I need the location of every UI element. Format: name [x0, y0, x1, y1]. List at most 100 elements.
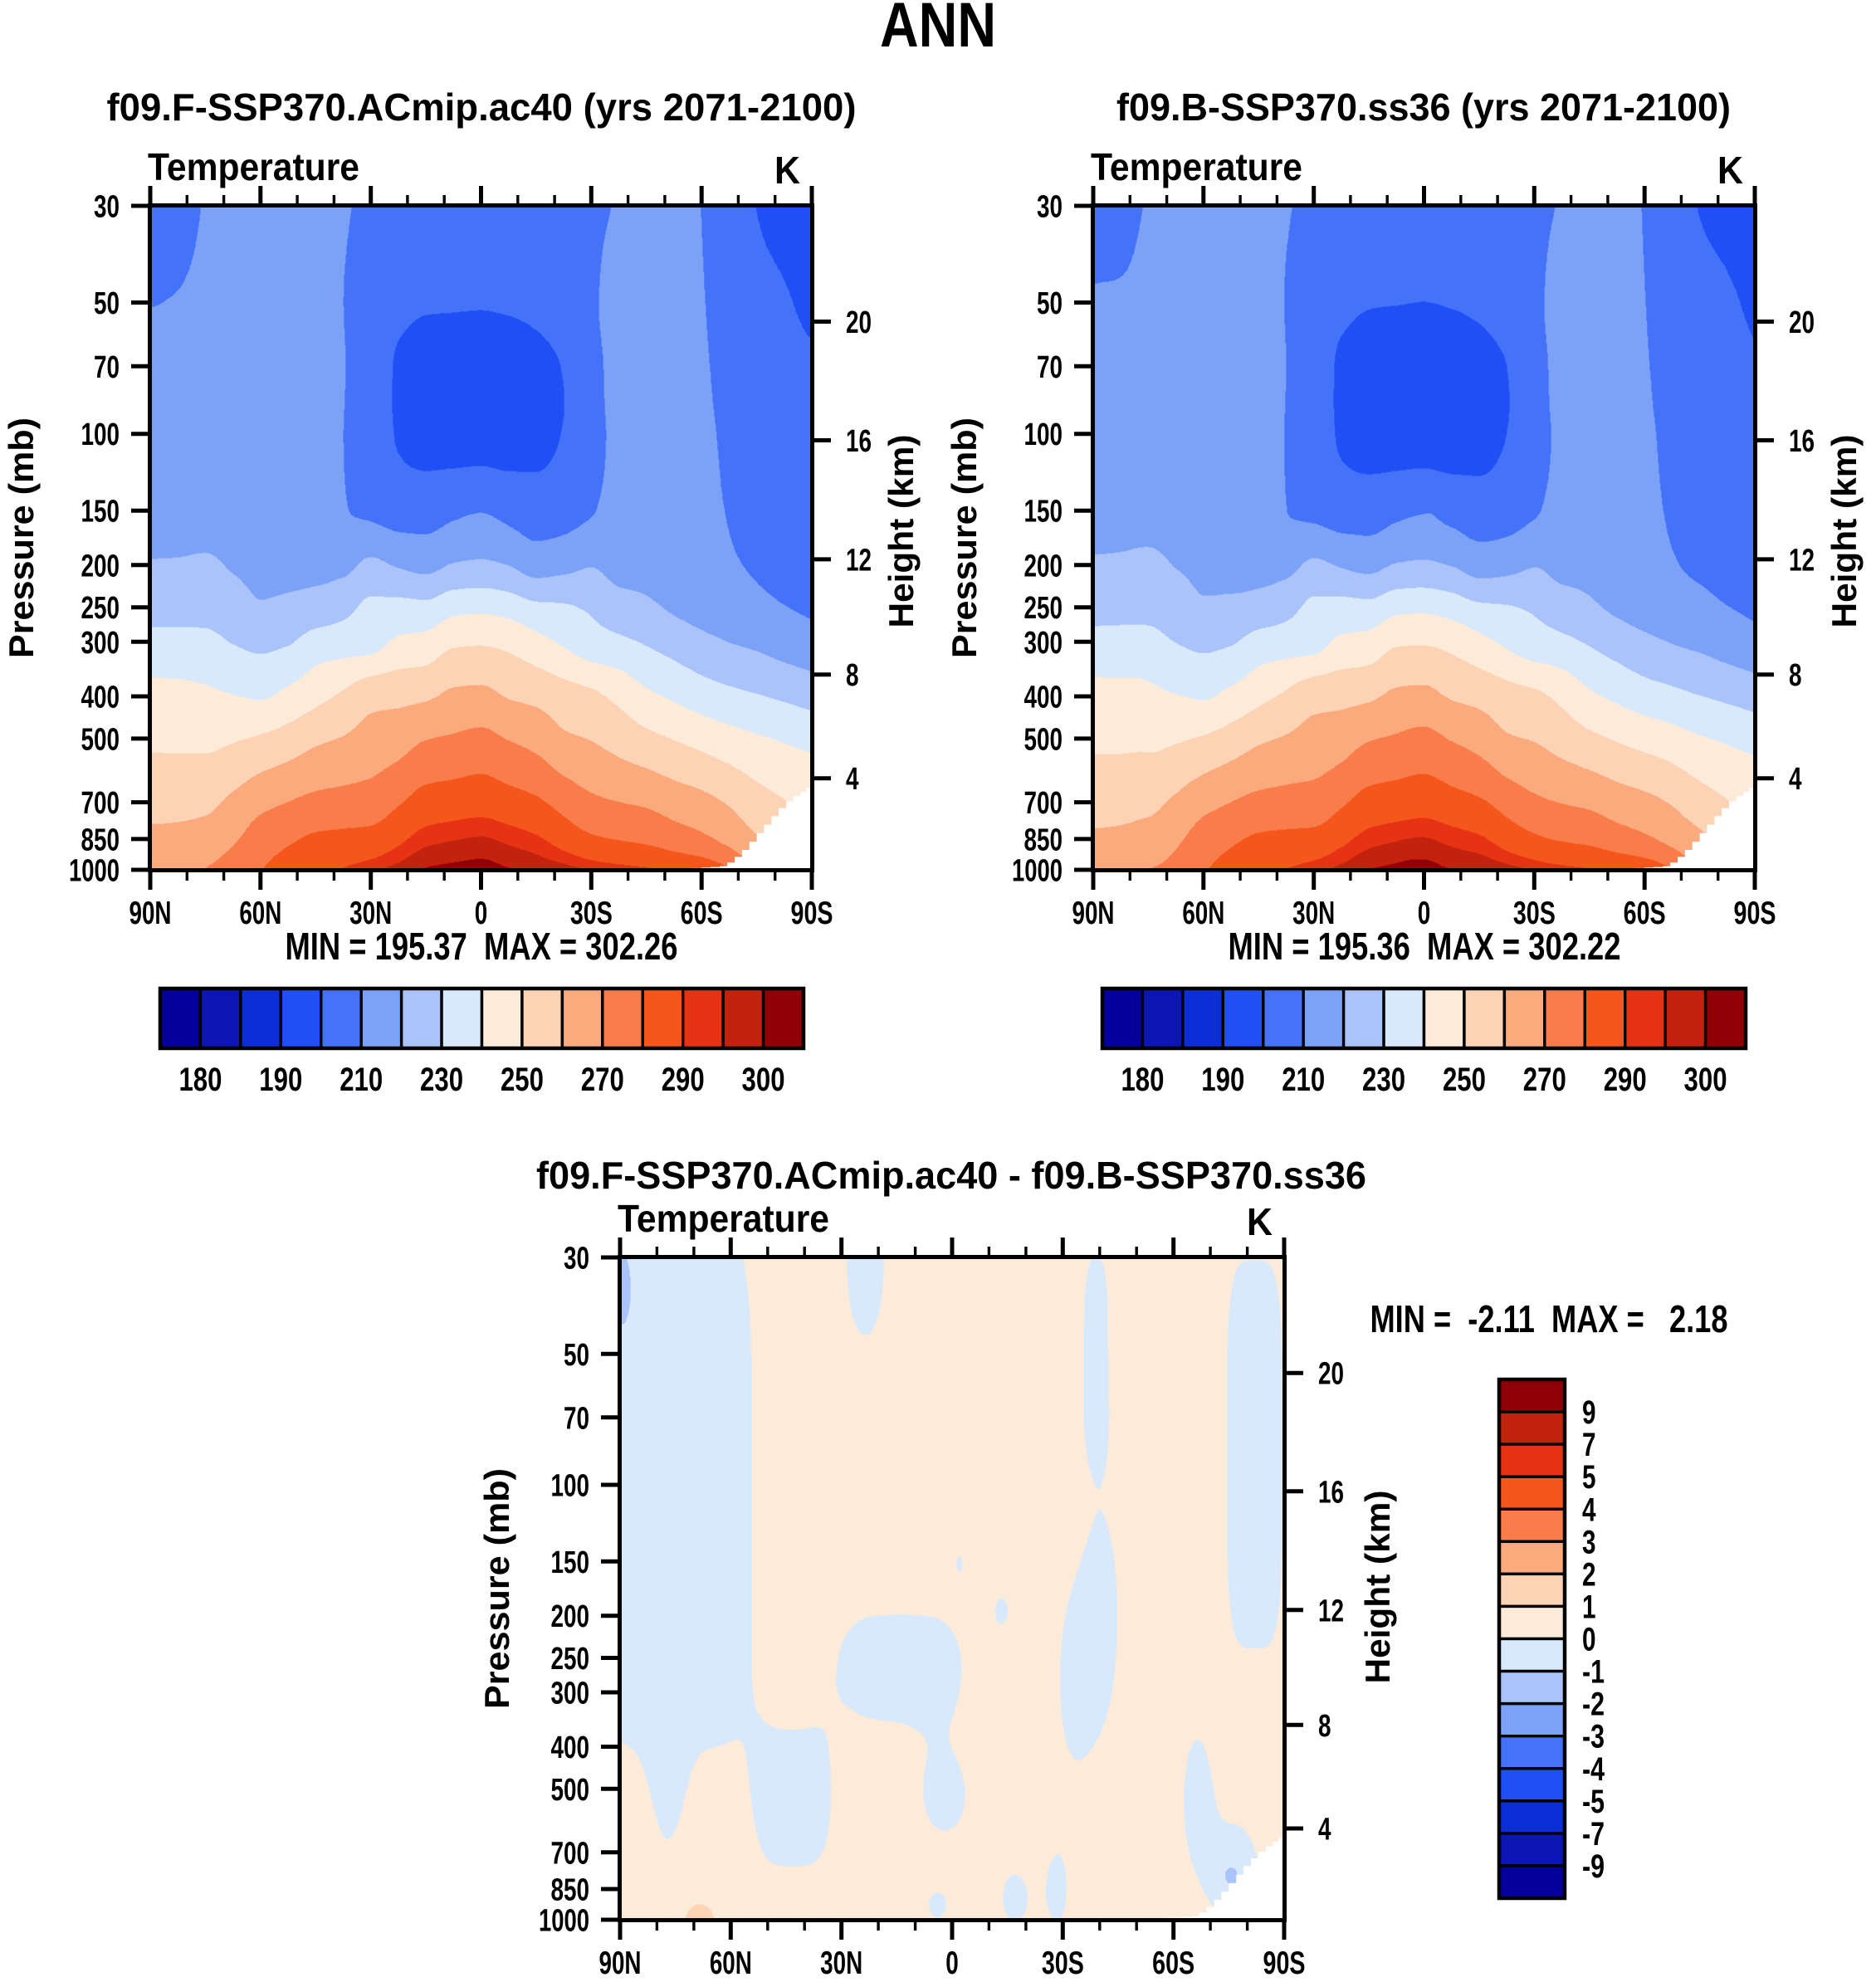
svg-text:8: 8 [1318, 1709, 1331, 1744]
svg-text:3: 3 [1582, 1524, 1596, 1560]
svg-text:100: 100 [81, 417, 120, 452]
svg-text:30N: 30N [1292, 896, 1335, 931]
svg-text:30: 30 [564, 1242, 589, 1277]
svg-text:700: 700 [551, 1836, 590, 1871]
svg-text:190: 190 [1201, 1062, 1244, 1098]
svg-text:300: 300 [551, 1677, 590, 1711]
svg-text:4: 4 [1318, 1812, 1331, 1847]
svg-text:300: 300 [1684, 1062, 1727, 1098]
svg-text:250: 250 [501, 1062, 544, 1098]
svg-text:230: 230 [420, 1062, 463, 1098]
svg-text:90S: 90S [1263, 1945, 1306, 1978]
svg-text:12: 12 [846, 543, 872, 578]
svg-text:f09.F-SSP370.ACmip.ac40 (yrs 2: f09.F-SSP370.ACmip.ac40 (yrs 2071-2100) [107, 85, 857, 129]
svg-text:300: 300 [742, 1062, 785, 1098]
svg-text:0: 0 [1582, 1622, 1596, 1658]
svg-text:290: 290 [662, 1062, 705, 1098]
svg-text:Height (km): Height (km) [882, 435, 921, 628]
svg-text:50: 50 [564, 1338, 589, 1373]
svg-text:4: 4 [1582, 1491, 1596, 1528]
svg-text:700: 700 [81, 786, 120, 821]
svg-text:100: 100 [1024, 417, 1063, 452]
svg-text:150: 150 [1024, 495, 1063, 530]
svg-text:-9: -9 [1582, 1848, 1605, 1885]
svg-text:Height (km): Height (km) [1825, 435, 1864, 628]
svg-text:-5: -5 [1582, 1784, 1605, 1820]
svg-text:8: 8 [1789, 658, 1802, 693]
svg-text:400: 400 [1024, 680, 1063, 715]
svg-text:Height (km): Height (km) [1358, 1491, 1397, 1684]
svg-text:270: 270 [581, 1062, 624, 1098]
svg-text:30: 30 [1037, 190, 1063, 225]
svg-text:30N: 30N [820, 1945, 862, 1978]
svg-text:400: 400 [81, 680, 120, 715]
svg-text:200: 200 [81, 549, 120, 583]
svg-text:0: 0 [1418, 896, 1431, 931]
svg-text:60N: 60N [710, 1945, 752, 1978]
svg-text:f09.F-SSP370.ACmip.ac40 - f09.: f09.F-SSP370.ACmip.ac40 - f09.B-SSP370.s… [536, 1154, 1366, 1197]
svg-text:250: 250 [81, 591, 120, 626]
svg-text:20: 20 [1318, 1357, 1344, 1392]
svg-text:150: 150 [551, 1545, 590, 1580]
svg-text:7: 7 [1582, 1427, 1596, 1463]
svg-text:90N: 90N [599, 1945, 642, 1978]
svg-text:90S: 90S [791, 896, 833, 931]
svg-text:500: 500 [81, 722, 120, 757]
svg-text:500: 500 [551, 1773, 590, 1808]
svg-text:50: 50 [1037, 286, 1063, 321]
svg-text:Pressure (mb): Pressure (mb) [477, 1468, 516, 1709]
svg-text:20: 20 [1789, 305, 1815, 340]
svg-text:250: 250 [1024, 591, 1063, 626]
svg-text:60S: 60S [1624, 896, 1666, 931]
svg-text:200: 200 [1024, 549, 1063, 583]
svg-text:5: 5 [1582, 1459, 1596, 1496]
svg-text:0: 0 [475, 896, 488, 931]
svg-text:30S: 30S [1042, 1945, 1084, 1978]
svg-text:ANN: ANN [880, 0, 996, 61]
svg-text:K: K [1247, 1200, 1273, 1243]
svg-text:MIN = -2.11 MAX = 2.18: MIN = -2.11 MAX = 2.18 [1370, 1297, 1728, 1340]
svg-text:8: 8 [846, 658, 859, 693]
svg-text:0: 0 [945, 1945, 959, 1978]
svg-text:MIN = 195.36 MAX = 302.22: MIN = 195.36 MAX = 302.22 [1229, 925, 1621, 968]
svg-text:Pressure (mb): Pressure (mb) [2, 417, 41, 658]
svg-text:16: 16 [1318, 1475, 1344, 1510]
svg-text:12: 12 [1789, 543, 1815, 578]
svg-text:1: 1 [1582, 1589, 1596, 1625]
svg-text:70: 70 [564, 1401, 589, 1436]
svg-text:70: 70 [94, 350, 120, 385]
svg-text:K: K [1717, 149, 1743, 192]
svg-text:60N: 60N [1182, 896, 1224, 931]
svg-text:-3: -3 [1582, 1719, 1605, 1755]
svg-text:90S: 90S [1734, 896, 1776, 931]
svg-text:12: 12 [1318, 1594, 1344, 1628]
svg-text:210: 210 [340, 1062, 383, 1098]
svg-text:30N: 30N [349, 896, 392, 931]
svg-text:Pressure (mb): Pressure (mb) [945, 417, 984, 658]
svg-text:700: 700 [1024, 786, 1063, 821]
svg-text:20: 20 [846, 305, 872, 340]
svg-text:300: 300 [1024, 626, 1063, 661]
svg-text:200: 200 [551, 1599, 590, 1634]
svg-text:300: 300 [81, 626, 120, 661]
svg-text:850: 850 [551, 1873, 590, 1908]
svg-text:50: 50 [94, 286, 120, 321]
svg-text:180: 180 [178, 1062, 222, 1098]
svg-text:30: 30 [94, 190, 120, 225]
svg-text:MIN = 195.37 MAX = 302.26: MIN = 195.37 MAX = 302.26 [286, 925, 678, 968]
svg-text:400: 400 [551, 1731, 590, 1765]
svg-text:-4: -4 [1582, 1751, 1605, 1788]
svg-text:180: 180 [1121, 1062, 1164, 1098]
svg-text:Temperature: Temperature [618, 1197, 829, 1240]
svg-text:60N: 60N [239, 896, 281, 931]
svg-text:90N: 90N [129, 896, 172, 931]
svg-text:16: 16 [846, 424, 872, 459]
svg-text:190: 190 [259, 1062, 302, 1098]
svg-text:90N: 90N [1072, 896, 1115, 931]
svg-text:-2: -2 [1582, 1687, 1605, 1723]
svg-text:-1: -1 [1582, 1654, 1605, 1691]
svg-text:1000: 1000 [539, 1904, 589, 1939]
svg-text:f09.B-SSP370.ss36 (yrs 2071-21: f09.B-SSP370.ss36 (yrs 2071-2100) [1116, 85, 1731, 129]
svg-text:500: 500 [1024, 722, 1063, 757]
svg-text:Temperature: Temperature [148, 145, 359, 188]
